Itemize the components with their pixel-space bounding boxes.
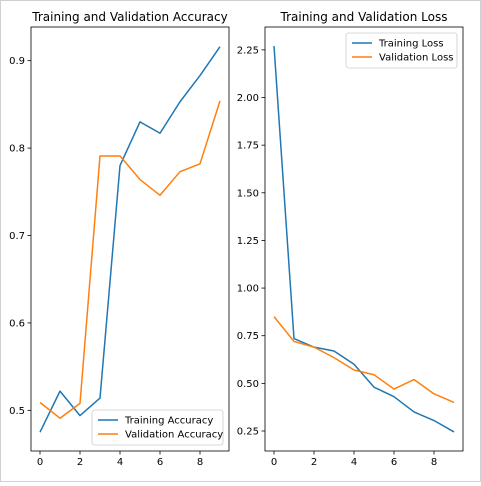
accuracy-chart: Training and Validation Accuracy 0 2 4 6 8 0.… — [9, 10, 230, 468]
accuracy-chart-plot-frame — [30, 26, 230, 452]
accuracy-chart-y-tick-label: 0.6 — [9, 318, 25, 329]
legend-label-validation-loss: Validation Loss — [379, 53, 454, 64]
loss-chart-title: Training and Validation Loss — [280, 10, 448, 24]
accuracy-chart-x-tick-label: 4 — [117, 457, 123, 468]
accuracy-chart-title: Training and Validation Accuracy — [31, 10, 227, 24]
accuracy-chart-y-tick-label: 0.5 — [9, 406, 25, 417]
series-line-validation-accuracy — [39, 100, 221, 419]
loss-chart-x-tick-label: 4 — [351, 457, 357, 468]
loss-chart-x-tick-label: 0 — [271, 457, 277, 468]
accuracy-chart-legend-box — [91, 409, 224, 446]
loss-chart: Training and Validation Loss 0 2 4 6 8 0.25 0.… — [237, 10, 464, 468]
loss-chart-y-tick-label: 0.25 — [237, 426, 259, 437]
loss-chart-y-tick-label: 0.50 — [237, 379, 259, 390]
accuracy-chart-x-tick-label: 2 — [77, 457, 83, 468]
accuracy-chart-y-tick-label: 0.8 — [9, 144, 25, 155]
loss-chart-x-tick-label: 8 — [431, 457, 437, 468]
accuracy-chart-ticks: 0 2 4 6 8 0.5 0.6 0.7 0.8 0.9 — [9, 56, 203, 468]
accuracy-chart-x-tick-label: 6 — [157, 457, 163, 468]
loss-chart-y-tick-label: 1.50 — [237, 188, 259, 199]
series-line-training-loss — [273, 46, 455, 433]
legend-label-validation-accuracy: Validation Accuracy — [125, 430, 223, 441]
loss-chart-y-tick-label: 0.75 — [237, 331, 259, 342]
loss-chart-legend: Training Loss Validation Loss — [345, 32, 458, 69]
accuracy-chart-x-tick-label: 0 — [37, 457, 43, 468]
loss-chart-y-tick-label: 1.00 — [237, 284, 259, 295]
loss-chart-lines — [273, 46, 455, 433]
legend-label-training-loss: Training Loss — [378, 39, 444, 50]
accuracy-chart-y-tick-label: 0.7 — [9, 231, 25, 242]
series-line-validation-loss — [273, 316, 455, 404]
accuracy-chart-lines — [39, 46, 221, 433]
loss-chart-y-tick-label: 1.25 — [237, 236, 259, 247]
loss-chart-x-tick-label: 6 — [391, 457, 397, 468]
series-line-training-accuracy — [39, 46, 221, 433]
loss-chart-x-tick-label: 2 — [311, 457, 317, 468]
loss-chart-ticks: 0 2 4 6 8 0.25 0.50 0.75 1.00 1.25 1.50 1.75 2.00 2.2… — [237, 45, 437, 468]
accuracy-chart-y-tick-label: 0.9 — [9, 56, 25, 67]
accuracy-chart-legend: Training Accuracy Validation Accuracy — [91, 409, 224, 446]
loss-chart-plot-frame — [264, 26, 464, 452]
loss-chart-y-tick-label: 2.00 — [237, 93, 259, 104]
loss-chart-legend-box — [345, 32, 458, 69]
loss-chart-y-tick-label: 2.25 — [237, 45, 259, 56]
legend-label-training-accuracy: Training Accuracy — [124, 416, 213, 427]
loss-chart-y-tick-label: 1.75 — [237, 141, 259, 152]
accuracy-chart-x-tick-label: 8 — [197, 457, 203, 468]
